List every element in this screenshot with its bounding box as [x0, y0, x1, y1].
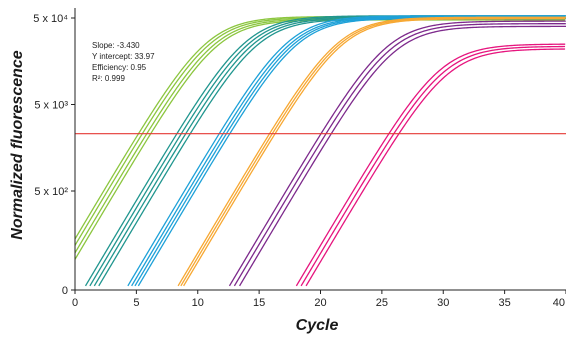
curve-group2-replicate2: [89, 16, 565, 287]
x-tick-label-25: 25: [376, 297, 388, 309]
curve-group4-replicate3: [183, 18, 566, 287]
curve-group4-replicate1: [177, 16, 566, 287]
curve-group5-replicate2: [233, 23, 566, 287]
axes: 0 5 10 15 20 25 30 35 40 0 5 x 10² 5 x 10³ 5 x 10⁴: [33, 8, 566, 309]
curve-group5-replicate3: [239, 25, 566, 287]
y-tick-label-2: 5 x 10³: [34, 100, 68, 112]
x-tick-label-0: 0: [72, 297, 78, 309]
efficiency-text: Efficiency: 0.95: [92, 63, 147, 72]
x-tick-label-10: 10: [192, 297, 204, 309]
r-squared-text: R²: 0.999: [92, 74, 125, 83]
y-tick-label-1: 5 x 10²: [34, 186, 68, 198]
curve-group4-replicate2: [180, 17, 566, 287]
curve-group6-replicate3: [305, 48, 566, 287]
curve-group3-replicate3: [134, 16, 566, 287]
y-intercept-text: Y intercept: 33.97: [92, 52, 155, 61]
stats-box: Slope: -3.430 Y intercept: 33.97 Efficie…: [92, 41, 155, 83]
x-tick-label-40: 40: [553, 297, 565, 309]
curve-group2-replicate4: [98, 18, 566, 287]
y-axis-title: Normalized fluorescence: [9, 50, 26, 240]
y-tick-label-0: 0: [62, 285, 68, 297]
curve-group6-replicate1: [295, 43, 566, 287]
slope-text: Slope: -3.430: [92, 41, 140, 50]
x-tick-label-15: 15: [253, 297, 265, 309]
curve-group6-replicate2: [300, 45, 566, 287]
x-tick-label-35: 35: [499, 297, 511, 309]
x-axis-title: Cycle: [296, 317, 339, 334]
x-tick-label-20: 20: [314, 297, 326, 309]
curve-group5-replicate1: [228, 20, 566, 287]
y-tick-label-3: 5 x 10⁴: [33, 13, 68, 25]
curve-group3-replicate1: [127, 15, 566, 287]
x-tick-label-5: 5: [133, 297, 139, 309]
x-tick-label-30: 30: [437, 297, 449, 309]
amplification-curves: [75, 15, 566, 287]
